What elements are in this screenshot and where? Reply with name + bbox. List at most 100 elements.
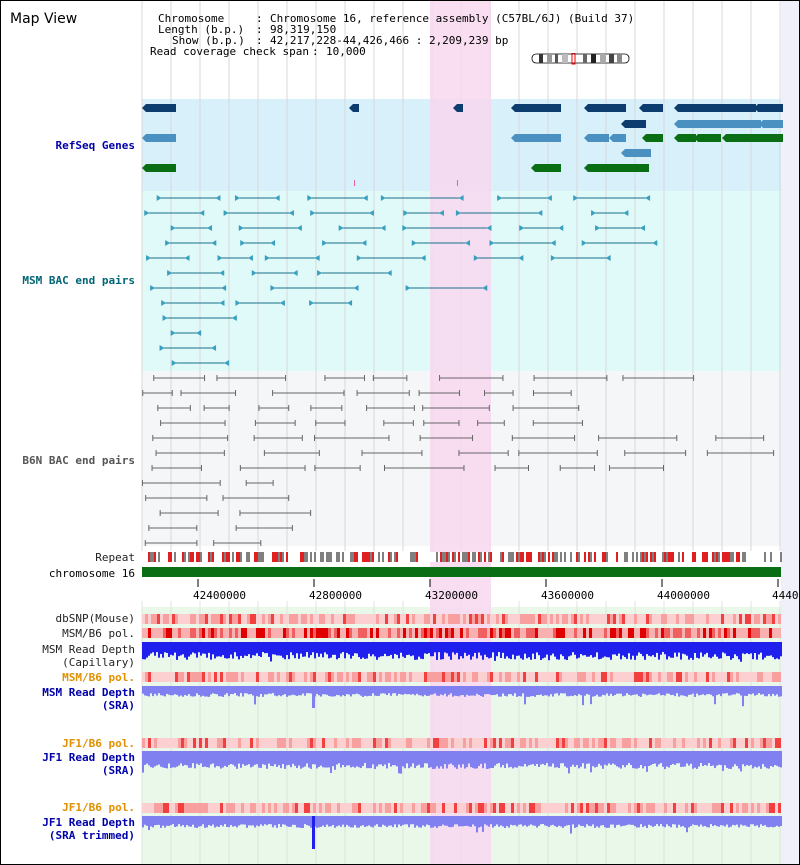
- depth-bar: [198, 751, 200, 765]
- depth-bar: [178, 642, 180, 657]
- depth-bar: [142, 686, 144, 694]
- depth-bar: [488, 642, 490, 659]
- heat-cell: [148, 738, 151, 748]
- chromosome-ideogram-icon[interactable]: [531, 53, 631, 65]
- depth-bar: [368, 642, 370, 654]
- heat-cell: [313, 614, 316, 624]
- heat-cell: [415, 628, 418, 638]
- depth-bar: [336, 751, 338, 765]
- heat-cell: [235, 614, 238, 624]
- heat-cell: [370, 672, 373, 682]
- repeat-cell: [438, 552, 440, 562]
- depth-bar: [550, 642, 552, 656]
- depth-bar: [278, 816, 280, 825]
- depth-bar: [716, 686, 718, 696]
- repeat-cell: [280, 552, 282, 562]
- heat-cell: [313, 738, 316, 748]
- heat-cell: [457, 738, 460, 748]
- depth-bar: [230, 642, 232, 655]
- depth-bar: [398, 686, 400, 694]
- heat-cell: [229, 803, 232, 813]
- depth-bar: [390, 816, 392, 826]
- heat-cell: [190, 672, 193, 682]
- repeat-cell: [192, 552, 194, 562]
- depth-bar: [412, 686, 414, 695]
- depth-bar: [556, 686, 558, 694]
- depth-bar: [770, 642, 772, 656]
- depth-bar: [738, 686, 740, 694]
- repeat-cell: [354, 552, 356, 562]
- track-label-b6n-bac[interactable]: B6N BAC end pairs: [22, 454, 135, 467]
- depth-bar: [316, 751, 318, 769]
- depth-bar: [168, 751, 170, 764]
- repeat-cell: [464, 552, 466, 562]
- bac-end-marker: [270, 285, 276, 291]
- gene-arrow: [453, 104, 457, 112]
- depth-bar: [710, 816, 712, 825]
- heat-cell: [760, 672, 763, 682]
- depth-bar: [492, 642, 494, 653]
- depth-bar: [478, 642, 480, 653]
- repeat-cell: [204, 552, 206, 562]
- depth-bar: [390, 751, 392, 767]
- heat-cell: [685, 672, 688, 682]
- heat-cell: [445, 738, 448, 748]
- track-label-msm-bac[interactable]: MSM BAC end pairs: [22, 274, 135, 287]
- depth-bar: [436, 686, 438, 696]
- depth-bar: [768, 686, 770, 695]
- bac-end-marker: [146, 255, 152, 261]
- heat-cell: [604, 803, 607, 813]
- heat-cell: [439, 672, 442, 682]
- heat-cell: [388, 738, 391, 748]
- depth-bar: [758, 816, 760, 828]
- depth-bar: [416, 751, 418, 766]
- depth-bar: [476, 751, 478, 769]
- depth-bar: [550, 816, 552, 826]
- heat-cell: [238, 803, 241, 813]
- depth-bar: [734, 686, 736, 695]
- depth-bar: [424, 751, 426, 764]
- depth-bar: [176, 686, 178, 695]
- repeat-cell: [484, 552, 486, 562]
- depth-bar: [222, 751, 224, 768]
- depth-bar: [648, 686, 650, 695]
- heat-cell: [589, 614, 592, 624]
- depth-bar: [202, 816, 204, 825]
- heat-cell: [457, 803, 460, 813]
- depth-bar: [502, 686, 504, 694]
- heat-cell: [283, 628, 286, 638]
- track-label-refseq[interactable]: RefSeq Genes: [55, 139, 135, 152]
- depth-bar: [614, 751, 616, 765]
- depth-bar: [594, 751, 596, 768]
- heat-cell: [229, 614, 232, 624]
- heat-cell: [355, 614, 358, 624]
- heat-cell: [211, 738, 214, 748]
- heat-cell: [280, 738, 283, 748]
- heat-cell: [448, 672, 451, 682]
- depth-bar: [678, 751, 680, 764]
- depth-bar: [562, 686, 564, 694]
- depth-bar: [612, 816, 614, 825]
- depth-bar: [504, 642, 506, 659]
- repeat-cell: [742, 552, 744, 562]
- heat-cell: [730, 628, 733, 638]
- repeat-cell: [556, 552, 558, 562]
- heat-cell: [673, 738, 676, 748]
- depth-bar: [328, 751, 330, 768]
- depth-bar: [506, 642, 508, 657]
- heat-cell: [316, 803, 319, 813]
- heat-cell: [571, 803, 574, 813]
- depth-bar: [432, 751, 434, 769]
- heat-cell: [775, 803, 778, 813]
- heat-cell: [427, 672, 430, 682]
- depth-bar: [322, 642, 324, 658]
- repeat-cell: [654, 552, 656, 562]
- heat-cell: [142, 803, 145, 813]
- depth-bar: [434, 816, 436, 827]
- bac-end-marker: [279, 300, 285, 306]
- repeat-cell: [732, 552, 734, 562]
- repeat-cell: [678, 552, 680, 562]
- repeat-cell: [554, 552, 556, 562]
- repeat-cell: [384, 552, 386, 562]
- heat-cell: [631, 672, 634, 682]
